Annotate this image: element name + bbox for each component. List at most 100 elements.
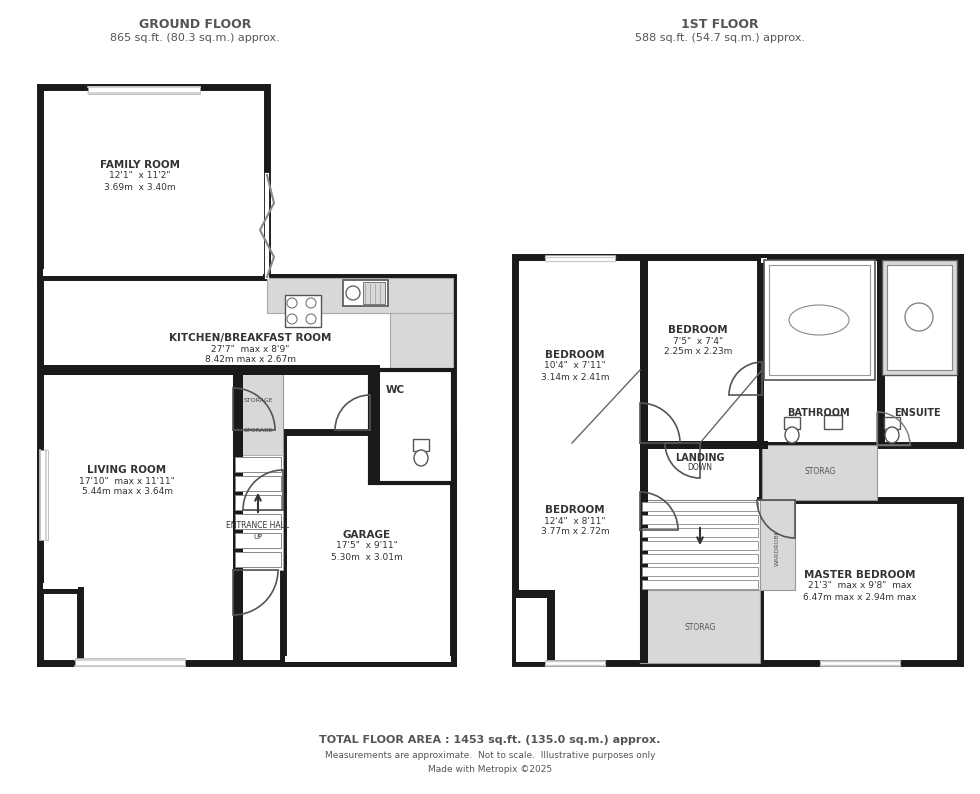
Bar <box>640 257 648 663</box>
Bar <box>43 583 78 589</box>
Bar <box>370 370 380 483</box>
Ellipse shape <box>785 427 799 443</box>
Bar <box>235 476 281 491</box>
Bar <box>762 445 877 500</box>
Circle shape <box>306 298 316 308</box>
Bar <box>233 370 243 663</box>
Text: 2.25m x 2.23m: 2.25m x 2.23m <box>663 348 732 357</box>
Bar <box>760 500 960 663</box>
Bar <box>235 552 281 567</box>
Bar <box>764 260 875 380</box>
Text: Made with Metropix ©2025: Made with Metropix ©2025 <box>428 765 552 773</box>
Bar <box>882 260 957 375</box>
Text: ENSUITE: ENSUITE <box>894 408 941 418</box>
Text: KITCHEN/BREAKFAST ROOM: KITCHEN/BREAKFAST ROOM <box>169 333 331 343</box>
Text: WARDROBE: WARDROBE <box>774 530 779 566</box>
Bar <box>760 257 960 445</box>
Text: 5.30m  x 3.01m: 5.30m x 3.01m <box>331 553 403 561</box>
Ellipse shape <box>414 450 428 466</box>
Bar <box>884 417 900 429</box>
Text: 3.14m x 2.41m: 3.14m x 2.41m <box>541 372 610 381</box>
Bar <box>877 257 885 445</box>
Bar <box>233 370 283 455</box>
Bar <box>233 455 283 570</box>
Text: MASTER BEDROOM: MASTER BEDROOM <box>805 570 915 580</box>
Text: LIVING ROOM: LIVING ROOM <box>87 465 167 475</box>
Bar <box>820 660 900 666</box>
Bar <box>545 660 605 666</box>
Text: GROUND FLOOR: GROUND FLOOR <box>139 18 251 32</box>
Bar <box>642 567 758 576</box>
Text: 21'3"  max x 9'8"  max: 21'3" max x 9'8" max <box>808 581 911 591</box>
Bar <box>761 258 767 263</box>
Bar <box>43 269 263 276</box>
Circle shape <box>306 314 316 324</box>
Text: STORAG: STORAG <box>684 623 715 633</box>
Bar <box>413 439 429 451</box>
Text: LANDING: LANDING <box>675 453 725 463</box>
Bar <box>40 277 453 663</box>
Text: 3.69m  x 3.40m: 3.69m x 3.40m <box>104 183 175 191</box>
Bar <box>343 280 388 306</box>
Bar <box>235 457 281 472</box>
Bar <box>88 86 200 94</box>
Bar <box>642 515 758 524</box>
Bar <box>40 450 48 540</box>
Circle shape <box>287 298 297 308</box>
Bar <box>545 255 615 261</box>
Text: 10'4"  x 7'11": 10'4" x 7'11" <box>544 361 606 371</box>
Text: 588 sq.ft. (54.7 sq.m.) approx.: 588 sq.ft. (54.7 sq.m.) approx. <box>635 33 805 43</box>
Bar <box>75 658 185 666</box>
Bar <box>887 265 952 370</box>
Text: WC: WC <box>385 385 405 395</box>
Text: DOWN: DOWN <box>688 464 712 472</box>
Bar <box>515 257 762 663</box>
Bar <box>267 278 453 313</box>
Bar <box>642 528 758 537</box>
Bar <box>363 282 385 304</box>
Text: BEDROOM: BEDROOM <box>668 325 728 335</box>
Text: FAMILY ROOM: FAMILY ROOM <box>100 160 180 170</box>
Text: 3.77m x 2.72m: 3.77m x 2.72m <box>541 527 610 537</box>
Text: 7'5"  x 7'4": 7'5" x 7'4" <box>673 337 723 345</box>
Bar <box>516 598 547 662</box>
Text: STORAGE: STORAGE <box>243 427 272 433</box>
Text: 27'7"  max x 8'9": 27'7" max x 8'9" <box>211 345 289 353</box>
Circle shape <box>346 286 360 300</box>
Text: GARAGE: GARAGE <box>343 530 391 540</box>
Bar <box>769 265 870 375</box>
Text: 865 sq.ft. (80.3 sq.m.) approx.: 865 sq.ft. (80.3 sq.m.) approx. <box>110 33 280 43</box>
Bar <box>283 432 453 663</box>
Bar <box>642 541 758 550</box>
Bar <box>642 554 758 563</box>
Ellipse shape <box>885 427 899 443</box>
Text: BEDROOM: BEDROOM <box>545 350 605 360</box>
Bar <box>40 590 80 663</box>
Bar <box>640 590 760 663</box>
Bar <box>760 500 795 590</box>
Text: 8.42m max x 2.67m: 8.42m max x 2.67m <box>205 356 296 364</box>
Text: ENTRANCE HALL: ENTRANCE HALL <box>226 521 289 530</box>
Text: 5.44m max x 3.64m: 5.44m max x 3.64m <box>81 488 172 496</box>
Text: 1ST FLOOR: 1ST FLOOR <box>681 18 759 32</box>
Text: TOTAL FLOOR AREA : 1453 sq.ft. (135.0 sq.m.) approx.: TOTAL FLOOR AREA : 1453 sq.ft. (135.0 sq… <box>319 735 661 745</box>
Bar <box>370 370 453 483</box>
Text: UP: UP <box>254 534 263 540</box>
Bar <box>40 365 380 375</box>
Bar <box>285 295 321 327</box>
Text: 17'5"  x 9'11": 17'5" x 9'11" <box>336 542 398 550</box>
Bar <box>515 590 555 663</box>
Bar <box>235 514 281 529</box>
Text: BEDROOM: BEDROOM <box>545 505 605 515</box>
Bar <box>285 656 451 662</box>
Bar <box>390 313 453 370</box>
Text: STORAGE: STORAGE <box>243 398 272 403</box>
Text: STORAG: STORAG <box>805 468 836 476</box>
Bar <box>40 87 267 277</box>
Bar <box>235 495 281 510</box>
Bar <box>642 580 758 589</box>
Circle shape <box>905 303 933 331</box>
Text: 17'10"  max x 11'11": 17'10" max x 11'11" <box>79 476 174 485</box>
Bar <box>784 417 800 429</box>
Bar <box>642 502 758 511</box>
